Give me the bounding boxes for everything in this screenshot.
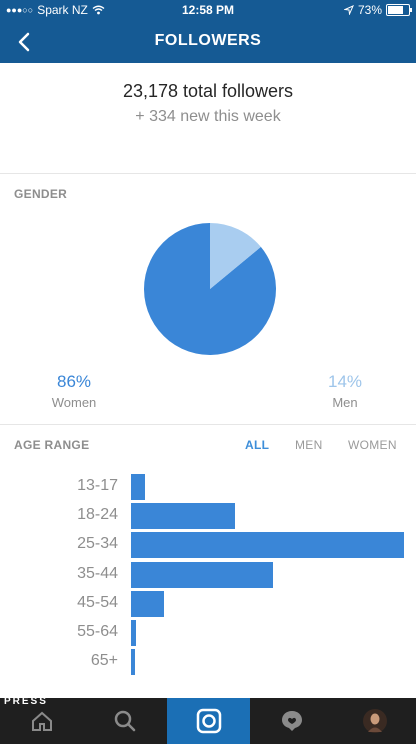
age-label-18-24: 18-24 — [77, 506, 118, 524]
age-bar-18-24 — [131, 503, 235, 530]
press-watermark: PRESS — [4, 696, 48, 707]
total-followers: 23,178 total followers — [122, 81, 294, 101]
page-title: FOLLOWERS — [154, 32, 262, 49]
carrier-name: Spark NZ — [37, 3, 88, 17]
age-label-35-44: 35-44 — [77, 564, 118, 582]
nav-activity[interactable] — [250, 698, 333, 744]
age-bar-chart: 13-17 18-24 25-34 35-44 45-54 55-64 65+ — [0, 470, 416, 690]
age-label-25-34: 25-34 — [77, 535, 118, 553]
search-icon — [114, 710, 135, 732]
tab-men[interactable]: MEN — [295, 438, 323, 452]
tab-all[interactable]: ALL — [245, 438, 270, 452]
divider — [0, 173, 416, 174]
status-right: 73% — [343, 3, 412, 17]
wifi-icon — [92, 5, 105, 15]
age-bar-35-44 — [131, 561, 273, 588]
bottom-nav — [0, 698, 416, 744]
back-button[interactable] — [12, 26, 40, 58]
women-percent: 86% — [56, 372, 92, 391]
age-bar-45-54 — [131, 590, 164, 617]
age-bar-13-17 — [131, 474, 145, 500]
chevron-left-icon — [18, 32, 30, 52]
new-followers: + 334 new this week — [135, 108, 281, 125]
camera-icon — [196, 708, 221, 734]
activity-icon — [281, 711, 302, 731]
status-time: 12:58 PM — [181, 3, 235, 17]
totals-section: 23,178 total followers + 334 new this we… — [0, 63, 416, 173]
age-bar-25-34 — [131, 532, 404, 559]
battery-icon — [386, 4, 412, 16]
age-range-label: AGE RANGE — [14, 438, 90, 452]
divider — [0, 424, 416, 425]
nav-profile[interactable] — [333, 698, 416, 744]
gender-pie-chart — [144, 223, 276, 355]
age-label-65+: 65+ — [90, 652, 118, 670]
status-left: ●●●○○ Spark NZ — [6, 3, 105, 17]
age-label-55-64: 55-64 — [77, 623, 118, 640]
age-bar-65+ — [131, 649, 136, 676]
nav-home[interactable] — [0, 698, 83, 744]
pie-slice-men — [210, 223, 261, 289]
nav-search[interactable] — [83, 698, 166, 744]
age-label-45-54: 45-54 — [77, 593, 118, 611]
nav-bar: FOLLOWERS — [0, 22, 416, 62]
nav-camera[interactable] — [167, 698, 250, 744]
men-label: Men — [332, 395, 358, 410]
status-bar: ●●●○○ Spark NZ 12:58 PM 73% — [0, 0, 416, 20]
age-label-13-17: 13-17 — [77, 477, 118, 494]
tab-women[interactable]: WOMEN — [348, 438, 397, 452]
battery-percent: 73% — [357, 3, 382, 17]
app-header: ●●●○○ Spark NZ 12:58 PM 73% FOLLOWERS — [0, 0, 416, 63]
men-percent: 14% — [327, 372, 363, 391]
location-arrow-icon — [343, 5, 354, 15]
gender-label: GENDER — [14, 187, 68, 201]
women-label: Women — [51, 395, 97, 410]
profile-avatar-icon — [362, 709, 387, 733]
signal-icon: ●●●○○ — [6, 5, 34, 15]
age-bar-55-64 — [131, 620, 137, 646]
home-icon — [31, 711, 52, 731]
